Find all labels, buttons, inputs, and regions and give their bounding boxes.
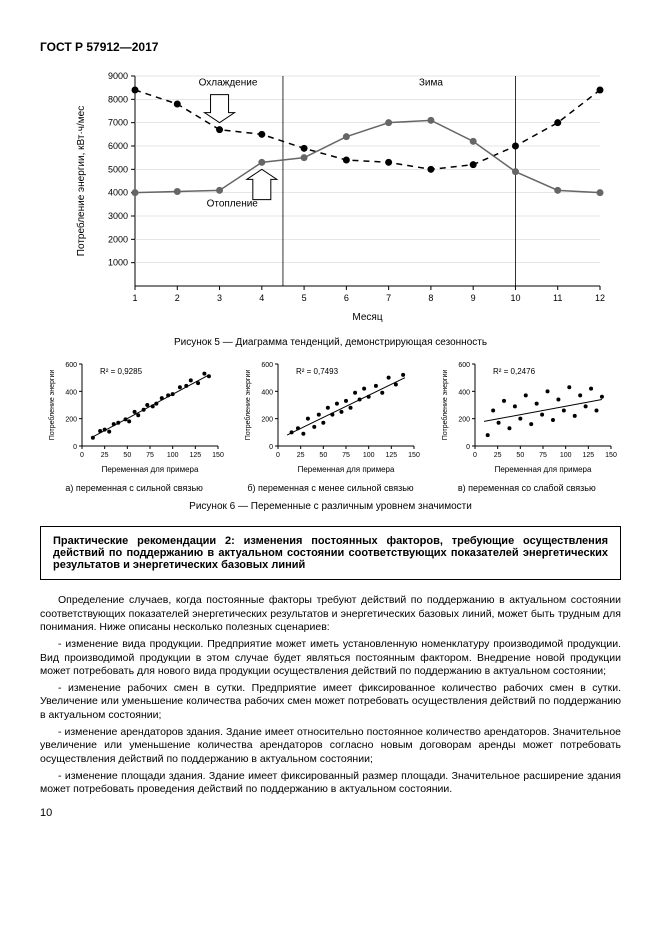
svg-text:5: 5: [302, 293, 307, 303]
svg-text:11: 11: [553, 293, 562, 303]
figure6-caption: Рисунок 6 — Переменные с различным уровн…: [40, 501, 621, 512]
svg-text:5000: 5000: [108, 164, 128, 174]
svg-text:1: 1: [132, 293, 137, 303]
body-text: Определение случаев, когда постоянные фа…: [40, 594, 621, 797]
scatter-b: 0 200 400 600 0 25 50 75 100 125 150 R² = 0,7493 Пер…: [236, 356, 424, 493]
svg-text:100: 100: [363, 452, 375, 459]
svg-text:4000: 4000: [108, 188, 128, 198]
scatter-c: 0 200 400 600 0 25 50 75 100 125 150 R² = 0,2476 Пер…: [433, 356, 621, 493]
svg-text:Переменная для примера: Переменная для примера: [102, 465, 199, 474]
svg-text:8000: 8000: [108, 94, 128, 104]
scatter-b-caption: б) переменная с менее сильной связью: [236, 483, 424, 493]
svg-text:50: 50: [320, 452, 328, 459]
svg-text:7: 7: [386, 293, 391, 303]
svg-text:3: 3: [217, 293, 222, 303]
svg-text:Отопление: Отопление: [207, 199, 259, 210]
svg-text:25: 25: [297, 452, 305, 459]
svg-text:200: 200: [262, 417, 274, 424]
svg-text:1000: 1000: [108, 258, 128, 268]
svg-text:0: 0: [270, 444, 274, 451]
svg-text:R² = 0,7493: R² = 0,7493: [296, 367, 339, 376]
svg-text:Потребление энергии: Потребление энергии: [244, 370, 252, 441]
svg-text:25: 25: [101, 452, 109, 459]
svg-text:12: 12: [595, 293, 605, 303]
svg-text:125: 125: [582, 452, 594, 459]
svg-text:6: 6: [344, 293, 349, 303]
svg-text:200: 200: [458, 417, 470, 424]
svg-text:Зима: Зима: [419, 77, 444, 88]
svg-text:150: 150: [605, 452, 617, 459]
seasonality-chart: 1000200030004000500060007000800090001234…: [70, 66, 610, 326]
figure5-caption: Рисунок 5 — Диаграмма тенденций, демонст…: [40, 337, 621, 348]
svg-text:25: 25: [494, 452, 502, 459]
svg-text:10: 10: [510, 293, 520, 303]
svg-text:2: 2: [175, 293, 180, 303]
scatter-chart-b: 0 200 400 600 0 25 50 75 100 125 150 R² = 0,7493 Пер…: [240, 356, 420, 476]
svg-text:50: 50: [124, 452, 132, 459]
svg-text:50: 50: [516, 452, 524, 459]
svg-text:0: 0: [277, 452, 281, 459]
doc-header: ГОСТ Р 57912—2017: [40, 40, 621, 54]
svg-text:4: 4: [259, 293, 264, 303]
svg-text:400: 400: [458, 389, 470, 396]
svg-text:600: 600: [262, 362, 274, 369]
scatter-c-caption: в) переменная со слабой связью: [433, 483, 621, 493]
svg-text:600: 600: [65, 362, 77, 369]
svg-text:150: 150: [409, 452, 421, 459]
svg-text:100: 100: [560, 452, 572, 459]
svg-text:Потребление энергии: Потребление энергии: [441, 370, 449, 441]
svg-text:0: 0: [473, 452, 477, 459]
svg-text:400: 400: [65, 389, 77, 396]
scatter-chart-a: 0 200 400 600 0 25 50 75 100 125 150 R² = 0,9285 Пер…: [44, 356, 224, 476]
svg-text:Охлаждение: Охлаждение: [199, 77, 258, 88]
body-paragraph: - изменение арендаторов здания. Здание и…: [40, 726, 621, 767]
svg-text:150: 150: [212, 452, 224, 459]
body-paragraph: - изменение площади здания. Здание имеет…: [40, 770, 621, 797]
scatter-row: 0 200 400 600 0 25 50 75 100 125 150 R² = 0,9285 Пер…: [40, 356, 621, 493]
scatter-a: 0 200 400 600 0 25 50 75 100 125 150 R² = 0,9285 Пер…: [40, 356, 228, 493]
scatter-chart-c: 0 200 400 600 0 25 50 75 100 125 150 R² = 0,2476 Пер…: [437, 356, 617, 476]
svg-text:0: 0: [80, 452, 84, 459]
svg-text:Переменная для примера: Переменная для примера: [494, 465, 591, 474]
svg-text:Потребление энергии, кВт·ч/мес: Потребление энергии, кВт·ч/мес: [75, 106, 87, 256]
chart1-container: 1000200030004000500060007000800090001234…: [70, 66, 621, 329]
svg-text:100: 100: [167, 452, 179, 459]
svg-text:9000: 9000: [108, 71, 128, 81]
svg-text:600: 600: [458, 362, 470, 369]
recommendation-box: Практические рекомендации 2: изменения п…: [40, 526, 621, 580]
svg-text:3000: 3000: [108, 211, 128, 221]
svg-text:2000: 2000: [108, 234, 128, 244]
svg-text:Переменная для примера: Переменная для примера: [298, 465, 395, 474]
body-paragraph: Определение случаев, когда постоянные фа…: [40, 594, 621, 635]
body-paragraph: - изменение вида продукции. Предприятие …: [40, 638, 621, 679]
svg-text:200: 200: [65, 417, 77, 424]
body-paragraph: - изменение рабочих смен в сутки. Предпр…: [40, 682, 621, 723]
svg-text:R² = 0,9285: R² = 0,9285: [100, 367, 143, 376]
svg-text:6000: 6000: [108, 141, 128, 151]
svg-text:Потребление энергии: Потребление энергии: [48, 370, 56, 441]
svg-text:0: 0: [466, 444, 470, 451]
scatter-a-caption: а) переменная с сильной связью: [40, 483, 228, 493]
svg-text:R² = 0,2476: R² = 0,2476: [493, 367, 536, 376]
svg-text:75: 75: [343, 452, 351, 459]
svg-text:125: 125: [386, 452, 398, 459]
svg-text:0: 0: [73, 444, 77, 451]
svg-text:400: 400: [262, 389, 274, 396]
svg-text:8: 8: [428, 293, 433, 303]
page-number: 10: [40, 807, 621, 819]
svg-text:7000: 7000: [108, 118, 128, 128]
svg-text:75: 75: [146, 452, 154, 459]
svg-text:Месяц: Месяц: [352, 312, 382, 323]
svg-text:9: 9: [471, 293, 476, 303]
svg-text:125: 125: [190, 452, 202, 459]
svg-text:75: 75: [539, 452, 547, 459]
